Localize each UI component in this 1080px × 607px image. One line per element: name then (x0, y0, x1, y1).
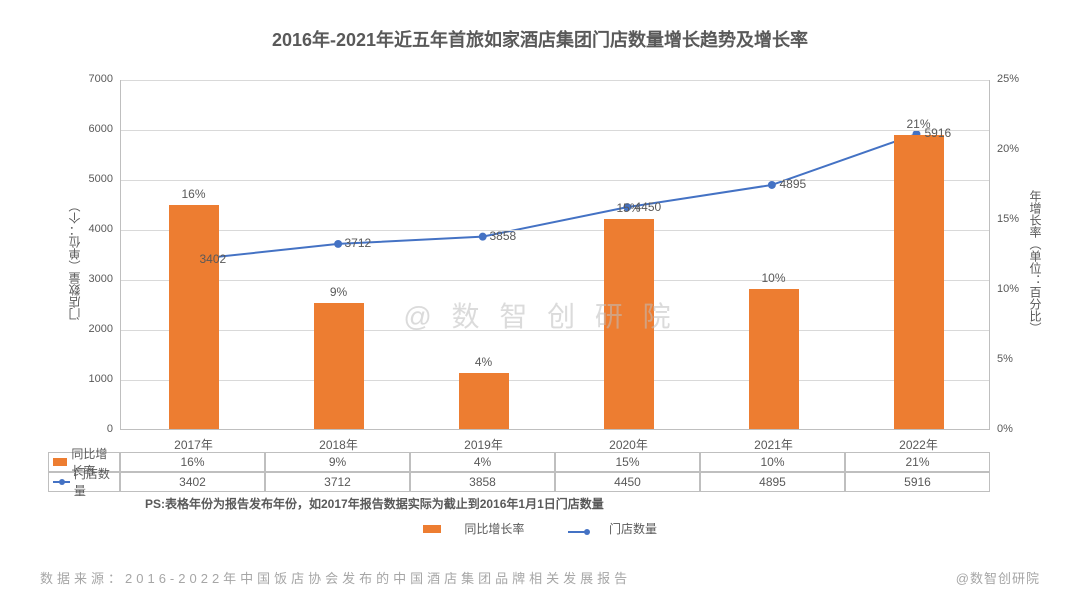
bar (459, 373, 509, 429)
y-right-axis-title: 年增长率（单位：百分比） (1027, 190, 1044, 334)
bar-value-label: 16% (164, 187, 224, 201)
footer: 数据来源：2016-2022年中国饭店协会发布的中国酒店集团品牌相关发展报告 @… (40, 568, 1040, 587)
x-category-label: 2021年 (724, 436, 824, 453)
bar (749, 289, 799, 429)
y-left-tick: 2000 (73, 323, 113, 335)
line-value-label: 4450 (635, 200, 685, 214)
y-right-tick: 0% (997, 423, 1037, 435)
y-left-tick: 0 (73, 423, 113, 435)
line-swatch (568, 531, 586, 533)
y-left-tick: 4000 (73, 223, 113, 235)
legend-item-line: 门店数量 (558, 522, 667, 536)
x-category-label: 2019年 (434, 436, 534, 453)
y-right-tick: 20% (997, 143, 1037, 155)
y-right-tick: 10% (997, 283, 1037, 295)
chart-canvas: 2016年-2021年近五年首旅如家酒店集团门店数量增长趋势及增长率 门店数量（… (0, 0, 1080, 607)
chart-title: 2016年-2021年近五年首旅如家酒店集团门店数量增长趋势及增长率 (0, 26, 1080, 52)
line-value-label: 3858 (490, 229, 540, 243)
gridline (121, 230, 989, 231)
bar (314, 303, 364, 429)
bar-value-label: 4% (454, 355, 514, 369)
gridline (121, 330, 989, 331)
table-row: 同比增长率16%9%4%15%10%21% (48, 452, 990, 472)
legend: 同比增长率 门店数量 (0, 520, 1080, 537)
bar-value-label: 9% (309, 285, 369, 299)
plot-area: 门店数量（单位：个） 年增长率（单位：百分比） 0100020003000400… (120, 80, 990, 430)
y-right-tick: 25% (997, 73, 1037, 85)
bar-swatch (423, 525, 441, 533)
line-series-svg (121, 80, 989, 429)
footer-source: 数据来源：2016-2022年中国饭店协会发布的中国酒店集团品牌相关发展报告 (40, 568, 631, 587)
legend-item-bars: 同比增长率 (413, 522, 538, 536)
x-category-label: 2022年 (869, 436, 969, 453)
y-left-tick: 7000 (73, 73, 113, 85)
x-category-label: 2018年 (289, 436, 389, 453)
bar-value-label: 10% (744, 271, 804, 285)
x-category-label: 2020年 (579, 436, 679, 453)
y-left-tick: 5000 (73, 173, 113, 185)
x-category-label: 2017年 (144, 436, 244, 453)
line-value-label: 5916 (925, 126, 975, 140)
line-value-label: 3402 (200, 252, 250, 266)
bar (169, 205, 219, 429)
gridline (121, 180, 989, 181)
table-row: 门店数量340237123858445048955916 (48, 472, 990, 492)
line-value-label: 4895 (780, 177, 830, 191)
gridline (121, 130, 989, 131)
bar (604, 219, 654, 429)
y-right-tick: 15% (997, 213, 1037, 225)
y-right-tick: 5% (997, 353, 1037, 365)
bar (894, 135, 944, 429)
gridline (121, 380, 989, 381)
y-left-tick: 3000 (73, 273, 113, 285)
footer-credit: @数智创研院 (956, 568, 1040, 587)
gridline (121, 80, 989, 81)
data-table: 同比增长率16%9%4%15%10%21%门店数量340237123858445… (48, 452, 990, 492)
line-value-label: 3712 (345, 236, 395, 250)
footnote: PS:表格年份为报告发布年份，如2017年报告数据实际为截止到2016年1月1日… (145, 495, 604, 512)
y-left-tick: 6000 (73, 123, 113, 135)
y-left-tick: 1000 (73, 373, 113, 385)
y-left-axis-title: 门店数量（单位：个） (66, 200, 83, 320)
gridline (121, 280, 989, 281)
